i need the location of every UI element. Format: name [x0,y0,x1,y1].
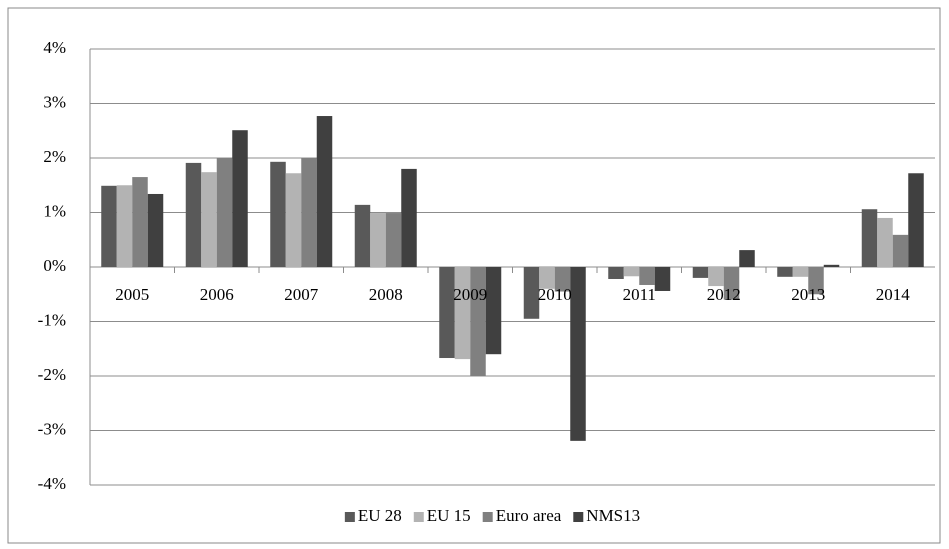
y-tick-label: -2% [38,365,66,384]
bar [623,267,640,277]
bar [470,267,486,376]
bar [270,161,286,267]
bar [708,267,724,287]
bar [301,158,317,267]
bar [739,250,755,267]
bar [232,130,248,267]
bar [354,204,371,267]
bar [385,213,402,267]
legend-swatch [573,512,584,522]
x-tick-label: 2008 [369,285,403,304]
bar [439,267,455,359]
legend-swatch [413,512,424,522]
bar [285,173,302,267]
bar [116,185,133,267]
bar [370,213,386,267]
bar [539,267,555,289]
bar [777,267,793,277]
legend: EU 28 EU 15 Euro area NMS13 [344,506,640,525]
x-tick-label: 2013 [791,285,825,304]
y-tick-label: -1% [38,310,66,329]
legend-swatch [482,512,493,522]
x-tick-label: 2005 [115,285,149,304]
bar [554,267,571,292]
bar [654,267,671,291]
bar [101,185,117,267]
bar [908,173,924,267]
y-tick-label: 3% [43,92,66,111]
legend-label: NMS13 [586,506,640,525]
bar [201,172,217,267]
bar [823,264,840,267]
y-tick-label: -3% [38,419,66,438]
x-tick-label: 2009 [453,285,487,304]
x-tick-label: 2007 [284,285,319,304]
bar [216,158,233,267]
bar [570,267,586,441]
bar [316,116,333,267]
x-tick-label: 2014 [876,285,911,304]
bar [147,193,164,267]
bar [454,267,471,360]
bar [877,217,893,267]
legend-label: EU 28 [358,506,402,525]
y-tick-label: -4% [38,474,66,493]
bar [692,267,709,278]
legend-label: Euro area [496,506,562,525]
legend-label: EU 15 [427,506,471,525]
bar [132,177,148,267]
y-tick-label: 2% [43,147,66,166]
bar [485,267,502,355]
x-tick-label: 2011 [623,285,656,304]
bar [608,267,624,279]
bar [523,267,540,319]
bar [808,267,824,295]
x-tick-label: 2006 [200,285,234,304]
bar [401,168,417,267]
bar [185,162,202,267]
bar [792,267,809,277]
legend-swatch [344,512,355,522]
y-tick-label: 4% [43,38,66,57]
bar [723,267,740,300]
x-tick-label: 2012 [707,285,741,304]
bar [892,234,909,267]
bar [861,209,878,267]
x-tick-label: 2010 [538,285,572,304]
y-tick-label: 0% [43,256,66,275]
bar [639,267,655,285]
y-tick-label: 1% [43,201,66,220]
